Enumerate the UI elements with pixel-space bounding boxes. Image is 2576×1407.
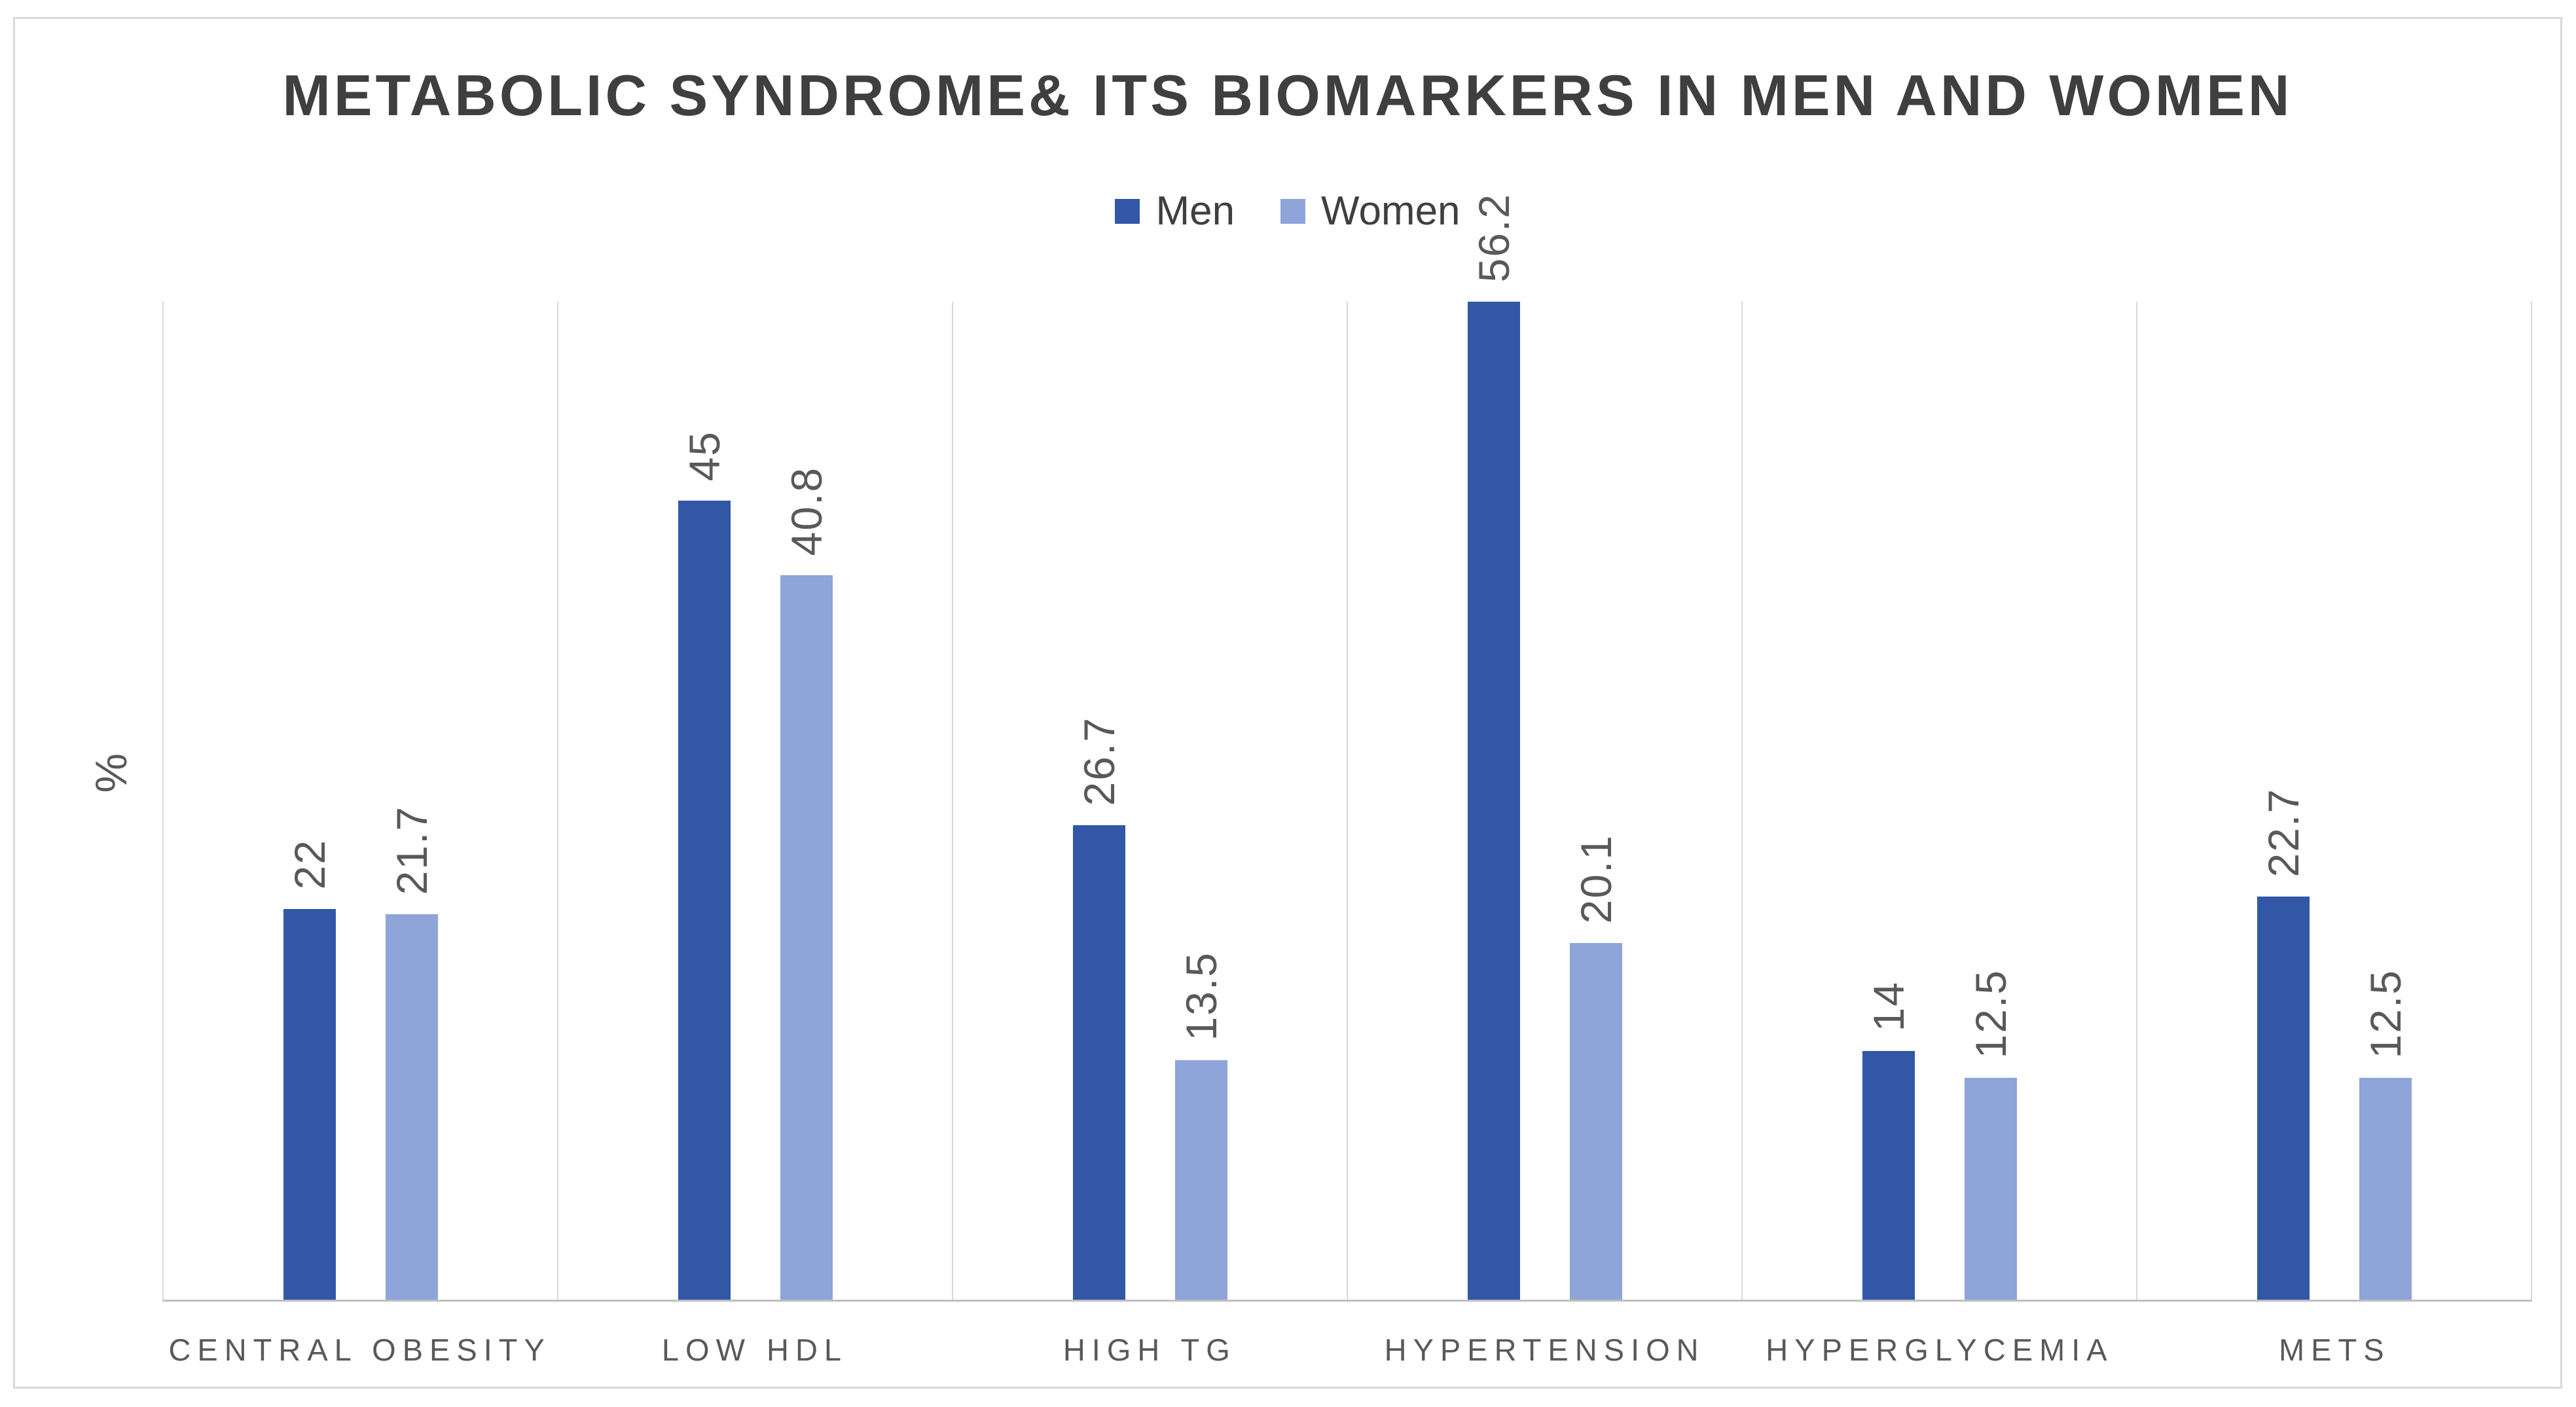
- chart-container: METABOLIC SYNDROME& ITS BIOMARKERS IN ME…: [13, 17, 2562, 1389]
- x-axis-label-central-obesity: CENTRAL OBESITY: [168, 1332, 551, 1367]
- bar-men-mets: [2257, 897, 2310, 1300]
- bar-column: 22.7: [2257, 788, 2310, 1300]
- data-label-women: 12.5: [2361, 969, 2410, 1058]
- bar-pair: 56.2 20.1: [1467, 192, 1622, 1300]
- category-slot-hyperglycemia: 14 12.5: [1741, 302, 2136, 1300]
- chart-title: METABOLIC SYNDROME& ITS BIOMARKERS IN ME…: [282, 63, 2293, 128]
- x-axis-label-hypertension: HYPERTENSION: [1384, 1332, 1705, 1367]
- data-label-women: 13.5: [1176, 951, 1225, 1041]
- category-slot-mets: 22.7 12.5: [2136, 302, 2531, 1300]
- bar-women-high-tg: [1174, 1060, 1227, 1300]
- bar-pair: 22 21.7: [283, 806, 438, 1300]
- legend: Men Women: [15, 188, 2560, 234]
- bar-women-central-obesity: [385, 914, 438, 1300]
- plot-area: 22 21.7 45 40.8 26.7 13.5 56.2 20.1 14 12.5 22.7 12…: [162, 193, 2532, 1302]
- category-slot-high-tg: 26.7 13.5: [952, 302, 1347, 1300]
- data-label-women: 21.7: [387, 805, 436, 895]
- bar-men-hyperglycemia: [1862, 1051, 1915, 1300]
- y-axis-title: %: [86, 753, 136, 793]
- legend-item-women: Women: [1280, 188, 1460, 234]
- category-slot-low-hdl: 45 40.8: [557, 302, 952, 1300]
- data-label-women: 20.1: [1571, 834, 1620, 923]
- data-label-men: 22.7: [2259, 787, 2308, 877]
- legend-label-women: Women: [1321, 188, 1460, 234]
- data-label-men: 45: [680, 430, 729, 481]
- data-label-men: 22: [285, 838, 334, 889]
- data-label-men: 56.2: [1469, 192, 1518, 282]
- data-label-men: 14: [1864, 980, 1913, 1031]
- bar-column: 14: [1862, 981, 1915, 1300]
- bar-column: 20.1: [1569, 834, 1622, 1300]
- bar-column: 12.5: [1964, 969, 2017, 1300]
- bar-women-mets: [2359, 1078, 2412, 1300]
- bar-column: 22: [283, 839, 336, 1300]
- bar-column: 13.5: [1174, 951, 1227, 1300]
- x-axis-label-hyperglycemia: HYPERGLYCEMIA: [1766, 1332, 2114, 1367]
- category-slot-hypertension: 56.2 20.1: [1347, 193, 1741, 1300]
- category-slot-central-obesity: 22 21.7: [164, 302, 557, 1300]
- legend-label-men: Men: [1155, 188, 1235, 234]
- women-series-swatch-icon: [1280, 198, 1306, 224]
- bar-pair: 26.7 13.5: [1072, 716, 1227, 1300]
- bar-column: 45: [678, 431, 731, 1300]
- bar-column: 56.2: [1467, 192, 1520, 1300]
- bar-women-hyperglycemia: [1964, 1078, 2017, 1300]
- bar-column: 40.8: [780, 467, 833, 1300]
- bar-pair: 14 12.5: [1862, 969, 2017, 1300]
- bar-men-hypertension: [1467, 302, 1520, 1300]
- bar-men-low-hdl: [678, 501, 731, 1300]
- data-label-women: 12.5: [1966, 969, 2015, 1058]
- data-label-men: 26.7: [1074, 716, 1123, 806]
- bar-pair: 45 40.8: [678, 431, 833, 1300]
- bar-column: 21.7: [385, 805, 438, 1300]
- bar-column: 26.7: [1072, 716, 1125, 1300]
- bar-women-hypertension: [1569, 943, 1622, 1300]
- bar-pair: 22.7 12.5: [2257, 788, 2412, 1300]
- x-axis-label-mets: METS: [2279, 1332, 2391, 1367]
- bar-men-high-tg: [1072, 825, 1125, 1300]
- x-axis-labels: CENTRAL OBESITY LOW HDL HIGH TG HYPERTEN…: [162, 1332, 2532, 1368]
- x-axis-label-low-hdl: LOW HDL: [661, 1332, 848, 1367]
- data-label-women: 40.8: [782, 466, 831, 556]
- x-axis-label-high-tg: HIGH TG: [1062, 1332, 1237, 1367]
- bar-women-low-hdl: [780, 575, 833, 1300]
- men-series-swatch-icon: [1115, 198, 1140, 224]
- bar-men-central-obesity: [283, 909, 336, 1300]
- bar-column: 12.5: [2359, 969, 2412, 1300]
- legend-item-men: Men: [1115, 188, 1235, 234]
